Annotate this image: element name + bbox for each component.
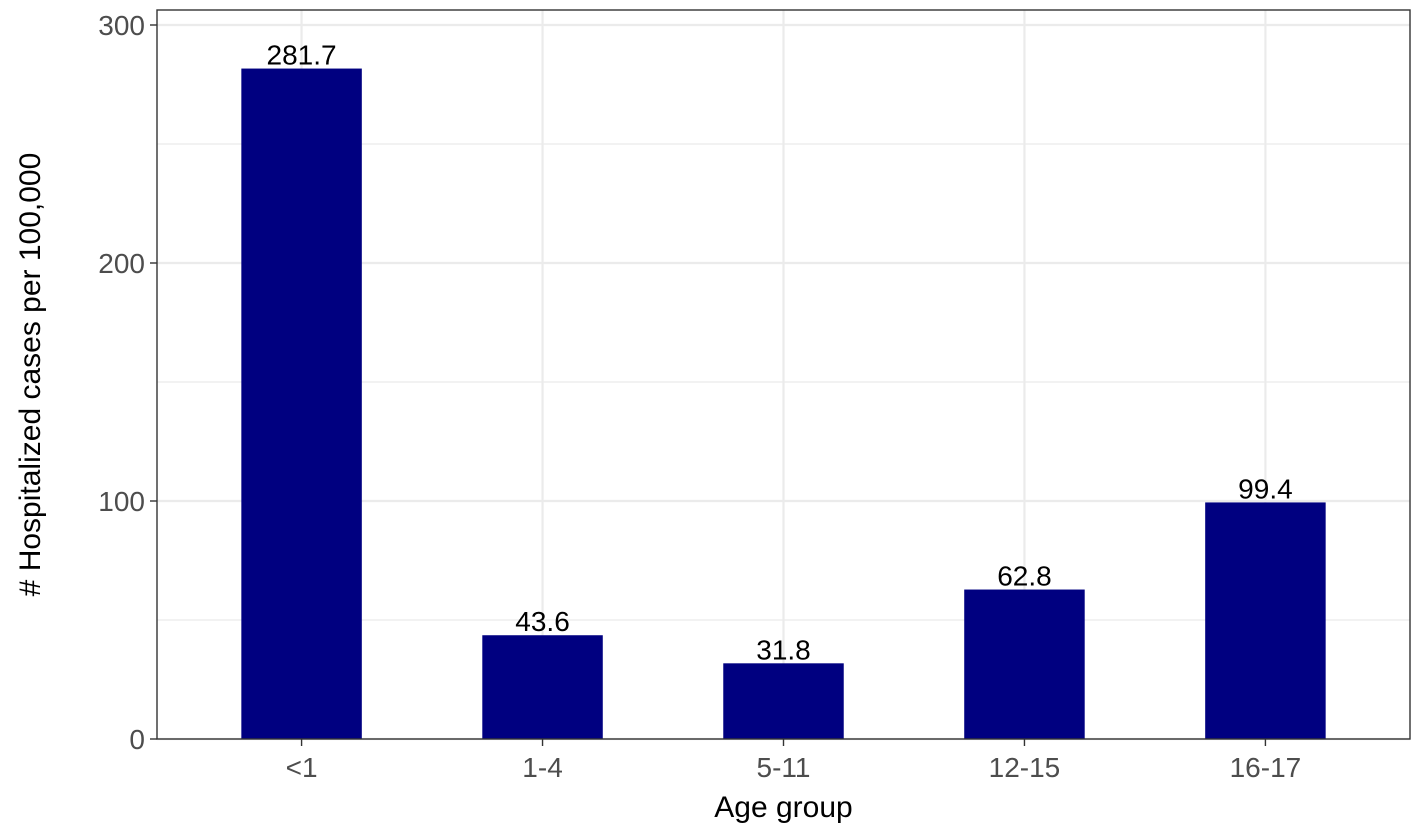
data-label: 43.6: [515, 606, 570, 637]
data-label: 99.4: [1238, 473, 1293, 504]
y-tick-label: 300: [98, 10, 145, 41]
bars: [241, 68, 1326, 739]
data-label: 31.8: [756, 634, 811, 665]
x-tick-label: <1: [286, 752, 318, 783]
y-axis-title: # Hospitalized cases per 100,000: [14, 153, 47, 597]
data-label: 281.7: [267, 40, 337, 71]
bar: [723, 663, 844, 739]
x-tick-label: 12-15: [989, 752, 1061, 783]
y-tick-label: 100: [98, 486, 145, 517]
data-label: 62.8: [997, 561, 1052, 592]
y-tick-label: 200: [98, 248, 145, 279]
y-axis-ticks: 0 100 200 300: [98, 10, 157, 755]
bar: [241, 68, 362, 739]
bar: [482, 635, 603, 739]
x-tick-label: 1-4: [522, 752, 562, 783]
x-axis-title: Age group: [714, 791, 852, 824]
grid-lines: [157, 10, 1410, 741]
data-labels: 281.7 43.6 31.8 62.8 99.4: [267, 40, 1293, 666]
x-tick-label: 5-11: [757, 752, 811, 783]
y-tick-label: 0: [129, 724, 145, 755]
x-axis-ticks: <1 1-4 5-11 12-15 16-17: [286, 739, 1302, 783]
x-tick-label: 16-17: [1230, 752, 1302, 783]
bar: [1205, 502, 1326, 739]
bar: [964, 589, 1085, 739]
